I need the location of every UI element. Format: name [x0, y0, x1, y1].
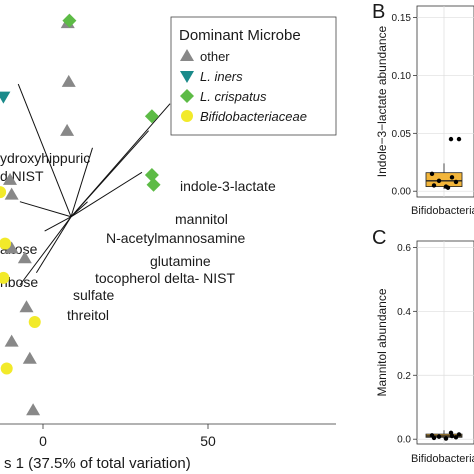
point-bifidobacteriaceae [0, 186, 7, 199]
c-data-point [449, 433, 455, 439]
point-other [3, 172, 17, 185]
point-other [26, 403, 41, 416]
legend-marker [180, 71, 194, 83]
c-y-tick-label: 0.4 [397, 307, 411, 318]
vector-line [70, 201, 88, 218]
b-y-tick-label: 0.15 [392, 13, 412, 24]
vector-label: mannitol [175, 211, 228, 227]
panel-c-points [429, 430, 462, 441]
point-bifidobacteriaceae [28, 316, 41, 328]
vector-label: sulfate [73, 287, 114, 303]
b-data-point [429, 171, 435, 177]
c-y-tick-label: 0.2 [397, 371, 411, 382]
vector-line [70, 171, 143, 218]
vector-label: threitol [67, 307, 109, 323]
point-other [17, 251, 32, 264]
vector-line [19, 201, 72, 218]
c-y-tick-label: 0.6 [397, 243, 411, 254]
point-l-iners [0, 91, 11, 104]
b-y-tick-label: 0.00 [392, 187, 412, 198]
panel-b-label: B [372, 1, 385, 23]
panel-a-x-tick-label: 50 [200, 433, 216, 449]
point-other [19, 300, 34, 313]
panel-c-label: C [372, 227, 386, 249]
point-bifidobacteriaceae [0, 362, 13, 375]
panel-c-boxplot: C Mannitol abundance 0.0 0.2 0.4 0.6 Bifido… [372, 227, 474, 465]
b-data-point [431, 183, 437, 188]
panel-b-plot-area [416, 5, 474, 198]
panel-c-y-axis-label: Mannitol abundance [375, 288, 389, 396]
b-data-point [448, 136, 454, 142]
b-data-point [445, 185, 451, 190]
legend: Dominant Microbe other L. iners L. crispat… [170, 16, 337, 136]
vector-label: N-acetylmannosamine [106, 230, 245, 246]
c-y-tick-label: 0.0 [397, 435, 411, 446]
vector-line [70, 130, 149, 218]
c-data-point [456, 432, 462, 437]
b-data-point [456, 136, 462, 142]
vector-line [44, 216, 72, 232]
panel-b-points [429, 136, 462, 190]
panel-a-x-tick-label: 0 [39, 433, 47, 449]
b-data-point [436, 178, 442, 183]
c-data-point [431, 435, 437, 441]
point-bifidobacteriaceae [0, 237, 12, 250]
b-y-tick-label: 0.05 [392, 129, 412, 140]
vector-label: glutamine [150, 253, 211, 269]
vector-line [70, 147, 93, 217]
b-data-point [449, 175, 455, 180]
point-other [4, 241, 19, 254]
legend-box [170, 16, 337, 136]
point-other [4, 334, 19, 347]
legend-entries: other L. iners L. crispatus Bifidobacteriac… [180, 49, 307, 124]
point-l-crispatus [144, 109, 159, 124]
legend-entry-label: L. crispatus [200, 89, 267, 104]
panel-b-x-tick-label: Bifidobacteriaceae [411, 205, 474, 217]
panel-a-x-axis-label: s 1 (37.5% of total variation) [4, 455, 191, 472]
panel-b-boxplot: B Indole−3−lactate abundance 0.00 0.05 0.1… [372, 1, 474, 217]
point-other [61, 74, 76, 87]
point-other [4, 187, 19, 200]
vector-line [17, 83, 72, 217]
vector-line [35, 216, 72, 274]
point-other [22, 351, 37, 364]
point-bifidobacteriaceae [0, 271, 10, 284]
legend-marker [180, 89, 194, 103]
vector-line [19, 216, 72, 286]
panel-c-x-tick-label: Bifidobacteriaceae [411, 453, 474, 465]
legend-entry-label: Bifidobacteriaceae [200, 109, 307, 124]
b-y-tick-label: 0.10 [392, 71, 412, 82]
panel-c-y-ticks: 0.0 0.2 0.4 0.6 [397, 243, 417, 446]
legend-marker [181, 110, 193, 122]
legend-entry-label: other [200, 49, 230, 64]
vector-label: ribose [0, 274, 38, 290]
panel-c-plot-area [416, 240, 474, 445]
point-l-crispatus [62, 13, 77, 28]
c-data-point [443, 436, 449, 441]
c-data-point [453, 435, 459, 440]
point-l-crispatus [146, 177, 161, 192]
vector-label: tocopherol delta- NIST [95, 270, 236, 286]
panel-b-y-axis-label: Indole−3−lactate abundance [375, 25, 389, 177]
point-l-crispatus [144, 168, 159, 182]
panel-b-y-ticks: 0.00 0.05 0.10 0.15 [392, 13, 417, 198]
legend-entry-label: L. iners [200, 69, 243, 84]
legend-title: Dominant Microbe [179, 27, 301, 44]
vector-label: indole-3-lactate [180, 178, 276, 194]
c-data-point [436, 434, 442, 439]
point-other [60, 123, 75, 136]
b-data-point [453, 179, 459, 185]
panel-a-scatter: 0 50 s 1 (37.5% of total variation) ydrox… [0, 13, 337, 472]
legend-marker [180, 49, 194, 61]
vector-label: ydroxyhippuric [0, 150, 90, 166]
panel-a-x-ticks: 0 50 [39, 424, 216, 449]
